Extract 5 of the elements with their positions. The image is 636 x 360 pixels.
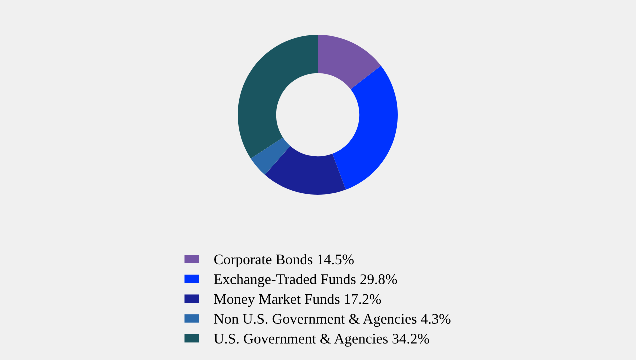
legend-label: Corporate Bonds 14.5% <box>214 254 354 268</box>
legend-label: Money Market Funds 17.2% <box>214 294 382 308</box>
legend-label: Exchange-Traded Funds 29.8% <box>214 274 398 288</box>
legend-label: Non U.S. Government & Agencies 4.3% <box>214 314 451 328</box>
legend-label: U.S. Government & Agencies 34.2% <box>214 334 430 347</box>
